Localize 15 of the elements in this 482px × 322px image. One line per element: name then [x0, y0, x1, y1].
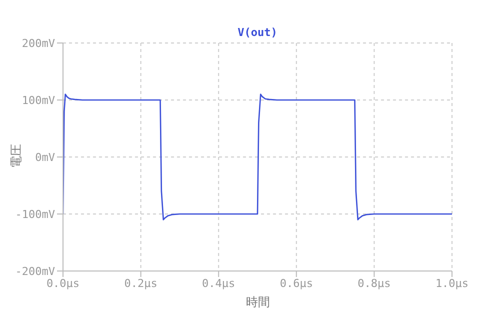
line-series — [63, 94, 452, 220]
x-tick-label: 0.2µs — [124, 276, 158, 290]
x-tick-label: 0.0µs — [46, 276, 80, 290]
x-tick-label: 0.8µs — [358, 276, 391, 290]
y-axis-title: 電圧 — [8, 143, 24, 170]
x-tick-label: 0.4µs — [202, 276, 236, 290]
x-tick-label: 1.0µs — [435, 276, 469, 290]
y-tick-label: 200mV — [22, 36, 56, 50]
y-tick-label: 100mV — [22, 94, 56, 107]
y-tick-label: -200mV — [15, 264, 56, 278]
y-tick-label: 0mV — [35, 150, 56, 164]
x-axis-title: 時間 — [245, 294, 271, 310]
x-tick-label: 0.6µs — [280, 276, 313, 290]
chart-title: V(out) — [236, 26, 278, 39]
y-tick-label: -100mV — [15, 208, 56, 221]
